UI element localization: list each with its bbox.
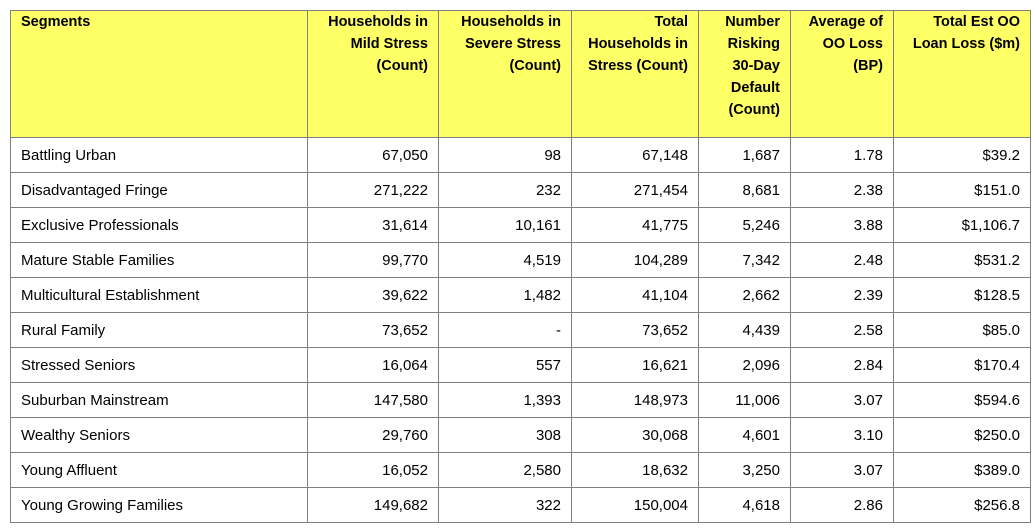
value-cell: 150,004: [571, 487, 699, 523]
value-cell: 41,104: [571, 277, 699, 313]
value-cell: 1,482: [438, 277, 572, 313]
value-cell: 31,614: [307, 207, 439, 243]
table-row: Suburban Mainstream 147,580 1,393 148,973 11…: [10, 382, 1031, 418]
value-cell: 2.38: [790, 172, 894, 208]
value-cell: 16,621: [571, 347, 699, 383]
value-cell: 1,393: [438, 382, 572, 418]
segment-cell: Exclusive Professionals: [10, 207, 308, 243]
value-cell: 557: [438, 347, 572, 383]
segment-cell: Battling Urban: [10, 137, 308, 173]
table-row: Mature Stable Families 99,770 4,519 104,289…: [10, 242, 1031, 278]
value-cell: 3,250: [698, 452, 791, 488]
value-cell: 2,580: [438, 452, 572, 488]
value-cell: 98: [438, 137, 572, 173]
table-row: Stressed Seniors 16,064 557 16,621 2,096 2.84…: [10, 347, 1031, 383]
value-cell: 147,580: [307, 382, 439, 418]
table-row: Exclusive Professionals 31,614 10,161 41,77…: [10, 207, 1031, 243]
value-cell: 11,006: [698, 382, 791, 418]
value-cell: 2,096: [698, 347, 791, 383]
segment-cell: Young Growing Families: [10, 487, 308, 523]
value-cell: 149,682: [307, 487, 439, 523]
value-cell: 148,973: [571, 382, 699, 418]
segment-cell: Disadvantaged Fringe: [10, 172, 308, 208]
header-cell: Average of OO Loss (BP): [790, 10, 894, 138]
table-body: Battling Urban 67,050 98 67,148 1,687 1.78 $39…: [10, 137, 1031, 523]
value-cell: 2.39: [790, 277, 894, 313]
value-cell: 4,439: [698, 312, 791, 348]
value-cell: 73,652: [571, 312, 699, 348]
value-cell: 5,246: [698, 207, 791, 243]
value-cell: $256.8: [893, 487, 1031, 523]
value-cell: 7,342: [698, 242, 791, 278]
value-cell: 67,148: [571, 137, 699, 173]
value-cell: 3.88: [790, 207, 894, 243]
header-cell: Households in Mild Stress (Count): [307, 10, 439, 138]
value-cell: $250.0: [893, 417, 1031, 453]
value-cell: $85.0: [893, 312, 1031, 348]
header-cell: Households in Severe Stress (Count): [438, 10, 572, 138]
table-container: Segments Households in Mild Stress (Count…: [10, 10, 1031, 523]
value-cell: 8,681: [698, 172, 791, 208]
value-cell: $170.4: [893, 347, 1031, 383]
value-cell: 16,052: [307, 452, 439, 488]
segment-cell: Multicultural Establishment: [10, 277, 308, 313]
value-cell: 104,289: [571, 242, 699, 278]
segment-cell: Stressed Seniors: [10, 347, 308, 383]
value-cell: 271,454: [571, 172, 699, 208]
value-cell: 41,775: [571, 207, 699, 243]
header-cell: Total Est OO Loan Loss ($m): [893, 10, 1031, 138]
value-cell: 18,632: [571, 452, 699, 488]
value-cell: 232: [438, 172, 572, 208]
value-cell: $594.6: [893, 382, 1031, 418]
value-cell: 67,050: [307, 137, 439, 173]
value-cell: 29,760: [307, 417, 439, 453]
value-cell: $1,106.7: [893, 207, 1031, 243]
segment-cell: Wealthy Seniors: [10, 417, 308, 453]
header-cell: Number Risking 30-Day Default (Count): [698, 10, 791, 138]
value-cell: 271,222: [307, 172, 439, 208]
value-cell: 2.86: [790, 487, 894, 523]
value-cell: $389.0: [893, 452, 1031, 488]
header-row: Segments Households in Mild Stress (Count…: [10, 10, 1031, 138]
value-cell: 2.48: [790, 242, 894, 278]
value-cell: 322: [438, 487, 572, 523]
value-cell: 4,618: [698, 487, 791, 523]
value-cell: 99,770: [307, 242, 439, 278]
value-cell: 3.10: [790, 417, 894, 453]
segment-cell: Mature Stable Families: [10, 242, 308, 278]
segment-cell: Rural Family: [10, 312, 308, 348]
value-cell: -: [438, 312, 572, 348]
value-cell: 73,652: [307, 312, 439, 348]
value-cell: 4,601: [698, 417, 791, 453]
segment-cell: Suburban Mainstream: [10, 382, 308, 418]
segment-cell: Young Affluent: [10, 452, 308, 488]
table-row: Disadvantaged Fringe 271,222 232 271,454 8,6…: [10, 172, 1031, 208]
value-cell: 10,161: [438, 207, 572, 243]
value-cell: 39,622: [307, 277, 439, 313]
value-cell: $39.2: [893, 137, 1031, 173]
value-cell: $531.2: [893, 242, 1031, 278]
table-row: Young Affluent 16,052 2,580 18,632 3,250 3.07…: [10, 452, 1031, 488]
table-row: Wealthy Seniors 29,760 308 30,068 4,601 3.10 $…: [10, 417, 1031, 453]
value-cell: 2,662: [698, 277, 791, 313]
header-cell: Total Households in Stress (Count): [571, 10, 699, 138]
value-cell: $128.5: [893, 277, 1031, 313]
table-row: Multicultural Establishment 39,622 1,482 41…: [10, 277, 1031, 313]
value-cell: 2.58: [790, 312, 894, 348]
value-cell: 2.84: [790, 347, 894, 383]
value-cell: $151.0: [893, 172, 1031, 208]
value-cell: 16,064: [307, 347, 439, 383]
table-row: Battling Urban 67,050 98 67,148 1,687 1.78 $39…: [10, 137, 1031, 173]
value-cell: 308: [438, 417, 572, 453]
header-cell: Segments: [10, 10, 308, 138]
value-cell: 30,068: [571, 417, 699, 453]
value-cell: 3.07: [790, 452, 894, 488]
segments-table: Segments Households in Mild Stress (Count…: [10, 10, 1031, 523]
table-row: Rural Family 73,652-73,652 4,439 2.58 $85.0: [10, 312, 1031, 348]
value-cell: 4,519: [438, 242, 572, 278]
value-cell: 1,687: [698, 137, 791, 173]
value-cell: 3.07: [790, 382, 894, 418]
table-row: Young Growing Families 149,682 322 150,004 4…: [10, 487, 1031, 523]
value-cell: 1.78: [790, 137, 894, 173]
